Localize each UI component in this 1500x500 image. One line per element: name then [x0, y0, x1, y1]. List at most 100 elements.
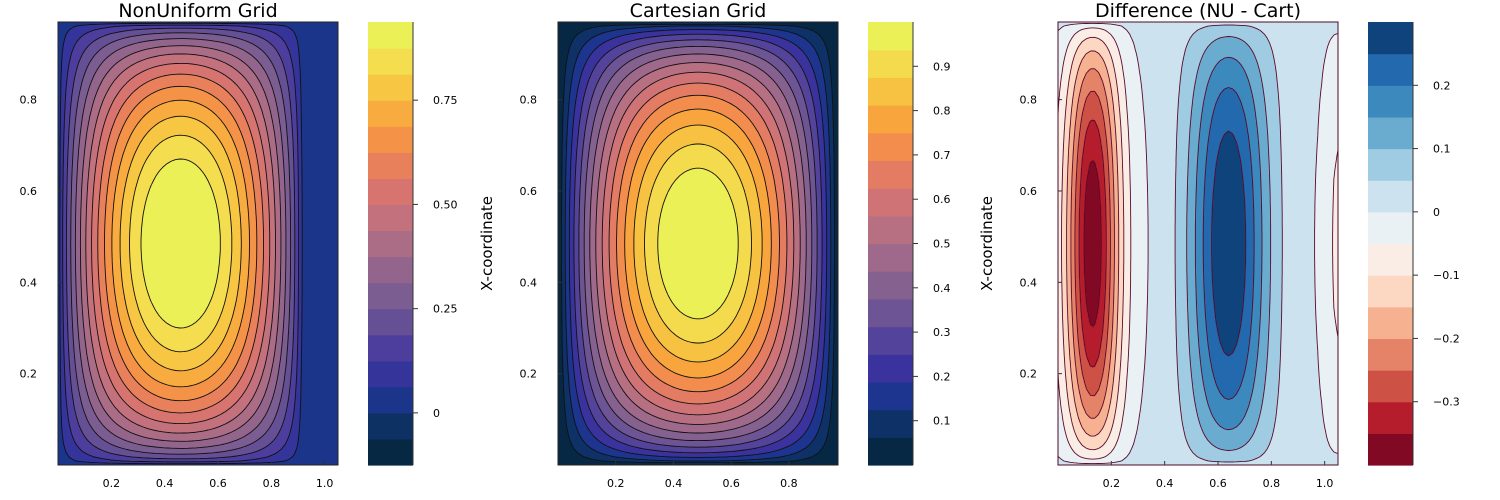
- colorbar-band-0-9: [368, 204, 413, 232]
- contour-line-1-15: [657, 167, 739, 320]
- colorbar-label-0: X-coordinate: [478, 196, 496, 291]
- contour-line-1-7: [589, 53, 807, 434]
- x-tick-label-1-0: 0.2: [607, 477, 625, 490]
- y-tick-label-2-1: 0.4: [1020, 276, 1038, 289]
- colorbar-band-2-3: [1368, 338, 1413, 371]
- colorbar-band-2-4: [1368, 306, 1413, 340]
- contour-line-1-14: [644, 143, 752, 344]
- contour-line-0-10: [91, 62, 271, 425]
- colorbar-tick-label-1-0: 0.1: [933, 415, 951, 428]
- x-tick-label-1-3: 0.8: [780, 477, 798, 490]
- colorbar-band-0-6: [368, 282, 413, 310]
- colorbar-band-2-13: [1368, 22, 1413, 55]
- colorbar-band-0-14: [368, 74, 413, 101]
- y-tick-label-2-3: 0.8: [1020, 94, 1038, 107]
- colorbar-band-2-9: [1368, 148, 1413, 181]
- colorbar-band-2-8: [1368, 180, 1413, 213]
- colorbar-band-0-3: [368, 360, 413, 388]
- contour-line-1-3: [568, 29, 828, 458]
- colorbar-tick-label-2-1: 0.1: [1433, 143, 1451, 156]
- contour-line-1-12: [624, 108, 772, 379]
- contour-line-0-3: [59, 22, 303, 465]
- contour-line-0-9: [85, 53, 276, 434]
- colorbar-tick-label-2-3: −0.1: [1433, 269, 1460, 282]
- contour-line-2-9: [1174, 24, 1283, 463]
- contour-line-1-13: [633, 124, 763, 363]
- panel-1: Cartesian Grid 0.2 0.4 0.6 0.8 0.2 0.4 0.6 0.8 0.…: [520, 0, 997, 490]
- contour-line-1-4: [573, 33, 823, 454]
- x-tick-label-2-2: 0.6: [1209, 477, 1227, 490]
- plot-frame-2: [1057, 21, 1339, 466]
- contour-line-2-4: [1070, 68, 1115, 419]
- colorbar-band-1-10: [868, 160, 913, 189]
- contour-line-1-11: [616, 94, 780, 393]
- contour-line-0-12: [104, 85, 258, 402]
- contour-line-1-9: [601, 71, 795, 416]
- y-tick-label-0-1: 0.4: [20, 276, 38, 289]
- colorbar-tick-label-1-8: 0.9: [933, 60, 951, 73]
- colorbar-tick-label-1-7: 0.8: [933, 105, 951, 118]
- colorbar-band-2-12: [1368, 53, 1413, 86]
- chart-title-1: Cartesian Grid: [630, 0, 767, 22]
- colorbar-tick-label-2-5: −0.3: [1433, 396, 1460, 409]
- colorbar-band-1-3: [868, 354, 913, 383]
- colorbar-band-0-12: [368, 126, 413, 153]
- y-tick-label-1-2: 0.6: [520, 185, 538, 198]
- chart-title-0: NonUniform Grid: [118, 0, 277, 22]
- y-tick-label-2-2: 0.6: [1020, 185, 1038, 198]
- colorbar-band-1-14: [868, 49, 913, 78]
- plot-frame-0: [57, 21, 339, 466]
- x-tick-label-2-3: 0.8: [1263, 477, 1281, 490]
- colorbar-tick-label-2-0: 0.2: [1433, 79, 1451, 92]
- x-tick-label-0-1: 0.4: [156, 477, 174, 490]
- colorbar-band-1-7: [868, 243, 913, 272]
- colorbar-tick-label-0-0: 0: [433, 407, 440, 420]
- colorbar-band-1-8: [868, 215, 913, 245]
- colorbar-band-2-6: [1368, 243, 1413, 276]
- contour-line-0-14: [119, 115, 242, 372]
- contour-line-0-8: [79, 45, 282, 442]
- colorbar-tick-label-1-6: 0.7: [933, 149, 951, 162]
- contour-line-2-5: [1066, 50, 1120, 437]
- contour-line-1-10: [608, 82, 788, 405]
- contour-line-2-3: [1074, 90, 1111, 397]
- colorbar-band-2-5: [1368, 275, 1413, 308]
- contour-line-2-12: [1202, 87, 1255, 400]
- colorbar-band-1-4: [868, 326, 913, 355]
- colorbar-band-0-8: [368, 230, 413, 258]
- contour-line-2-8: [1057, 22, 1339, 465]
- colorbar-band-1-9: [868, 188, 913, 217]
- colorbar-tick-label-0-1: 0.25: [433, 303, 458, 316]
- contour-line-1-2: [564, 25, 832, 462]
- colorbar-band-0-13: [368, 100, 413, 127]
- contour-line-2-13: [1211, 130, 1247, 357]
- colorbar-band-1-13: [868, 77, 913, 106]
- filled-contours-1: [558, 22, 838, 465]
- colorbar-tick-label-1-5: 0.6: [933, 193, 951, 206]
- colorbar-band-0-10: [368, 178, 413, 206]
- contour-line-0-6: [70, 32, 292, 455]
- contour-line-1-5: [578, 39, 818, 448]
- contour-line-2-7: [1057, 27, 1339, 460]
- colorbar-tick-label-0-2: 0.50: [433, 198, 458, 211]
- x-tick-label-2-1: 0.4: [1156, 477, 1174, 490]
- x-tick-label-2-4: 1.0: [1316, 477, 1334, 490]
- colorbar-band-1-0: [868, 437, 913, 466]
- colorbar-label-1: X-coordinate: [978, 196, 996, 291]
- contour-line-0-4: [62, 24, 300, 463]
- colorbar-tick-label-1-4: 0.5: [933, 238, 951, 251]
- x-tick-label-1-2: 0.6: [722, 477, 740, 490]
- colorbar-tick-label-1-2: 0.3: [933, 326, 951, 339]
- y-tick-label-0-0: 0.2: [20, 368, 38, 381]
- contour-line-0-11: [97, 73, 264, 414]
- filled-contours-2: [1058, 22, 1338, 465]
- colorbar-band-2-10: [1368, 116, 1413, 150]
- y-tick-label-1-3: 0.8: [520, 94, 538, 107]
- contour-line-0-7: [74, 38, 287, 449]
- colorbar-band-0-0: [368, 438, 413, 466]
- colorbar-band-0-1: [368, 412, 413, 440]
- y-tick-label-0-2: 0.6: [20, 185, 38, 198]
- colorbar-band-0-16: [368, 22, 413, 49]
- x-tick-label-1-1: 0.4: [665, 477, 683, 490]
